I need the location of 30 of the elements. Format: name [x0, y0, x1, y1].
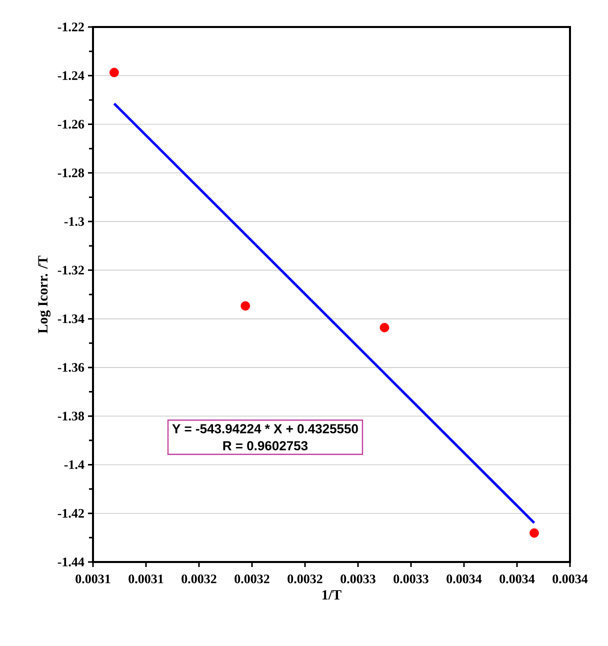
x-tick-label: 0.0033 [394, 574, 428, 584]
y-tick-label: -1.36 [58, 363, 84, 372]
y-tick-label: -1.34 [58, 314, 84, 324]
y-tick-label: -1.28 [58, 168, 84, 178]
x-axis-title: 1/T [322, 590, 342, 600]
x-tick-label: 0.0032 [182, 574, 216, 584]
y-tick-label: -1.44 [58, 558, 84, 566]
y-tick-label: -1.26 [58, 120, 84, 129]
point [240, 301, 250, 311]
x-tick-label: 0.0032 [288, 574, 322, 584]
x-tick-label: 0.0034 [446, 574, 482, 584]
y-tick-label: -1.32 [58, 266, 84, 275]
y-tick-label: -1.4 [64, 460, 84, 470]
x-tick-label: 0.0031 [128, 574, 164, 584]
y-tick-label: -1.38 [58, 412, 84, 421]
annotation: Y = -543.94224 * X + 0.4325550 [172, 424, 358, 434]
x-tick-label: 0.0032 [234, 574, 270, 584]
annotation: R = 0.9602753 [223, 441, 308, 450]
point [530, 528, 539, 538]
y-tick-label: -1.22 [58, 22, 84, 32]
y-tick-label: -1.24 [58, 71, 84, 80]
y-tick-label: -1.3 [64, 217, 84, 226]
y-tick-label: -1.42 [58, 508, 84, 518]
point [380, 322, 390, 332]
x-tick-label: 0.0034 [552, 574, 588, 584]
point [109, 68, 119, 78]
x-tick-label: 0.0031 [76, 574, 110, 584]
y-axis-title: Log Icorr. /T [38, 256, 51, 334]
x-tick-label: 0.0033 [340, 574, 376, 584]
x-tick-label: 0.0034 [500, 574, 535, 584]
